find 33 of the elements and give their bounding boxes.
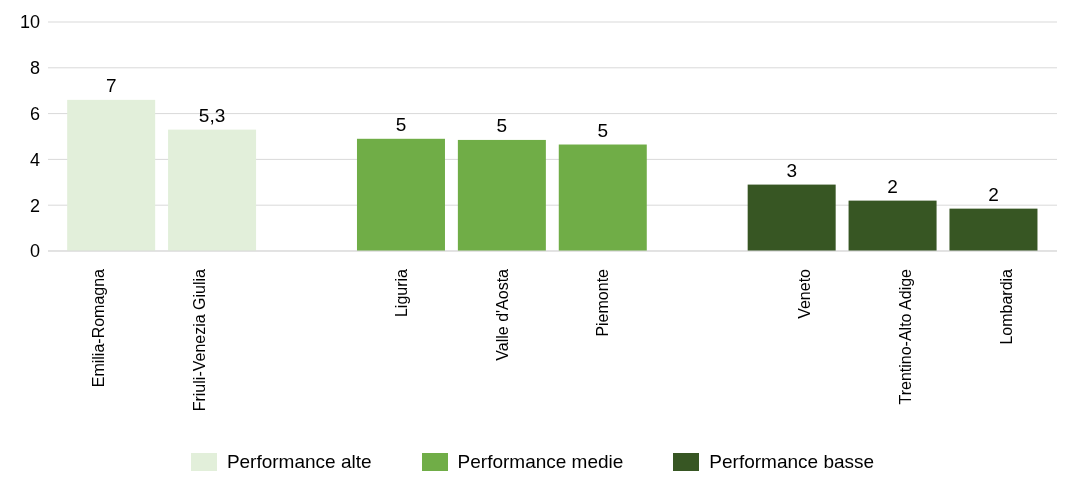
data-label: 5,3 [198, 104, 226, 126]
x-tick-label: Lombardia [998, 268, 1016, 345]
data-label: 2 [887, 175, 898, 197]
bar [457, 139, 546, 251]
y-tick-label: 0 [29, 241, 40, 262]
data-label: 5 [395, 113, 407, 135]
x-tick-label: Friuli-Venezia Giulia [190, 268, 208, 412]
data-label: 2 [988, 183, 999, 205]
bar [168, 129, 257, 251]
x-tick-label: Valle d'Aosta [493, 268, 511, 361]
x-tick-label: Liguria [392, 268, 410, 318]
data-label: 5 [496, 114, 508, 136]
x-tick-label: Emilia-Romagna [89, 268, 107, 388]
bar [949, 208, 1038, 251]
y-tick-label: 10 [19, 12, 40, 33]
data-label: 3 [786, 159, 797, 181]
x-tick-label: Trentino-Alto Adige [897, 268, 915, 405]
y-tick-label: 4 [29, 149, 40, 170]
y-tick-label: 2 [29, 195, 40, 216]
legend-label: Performance alte [226, 451, 372, 473]
bar [67, 99, 156, 251]
data-label: 5 [597, 119, 609, 141]
legend-label: Performance basse [709, 451, 875, 473]
x-tick-label: Veneto [796, 268, 814, 319]
x-tick-label: Piemonte [594, 268, 612, 337]
bar [356, 138, 445, 251]
bar [747, 184, 836, 251]
legend-label: Performance medie [457, 451, 624, 473]
y-tick-label: 8 [29, 58, 40, 79]
bar [558, 144, 647, 251]
data-label: 7 [105, 74, 117, 96]
y-tick-label: 6 [29, 103, 40, 124]
bar [848, 200, 937, 251]
